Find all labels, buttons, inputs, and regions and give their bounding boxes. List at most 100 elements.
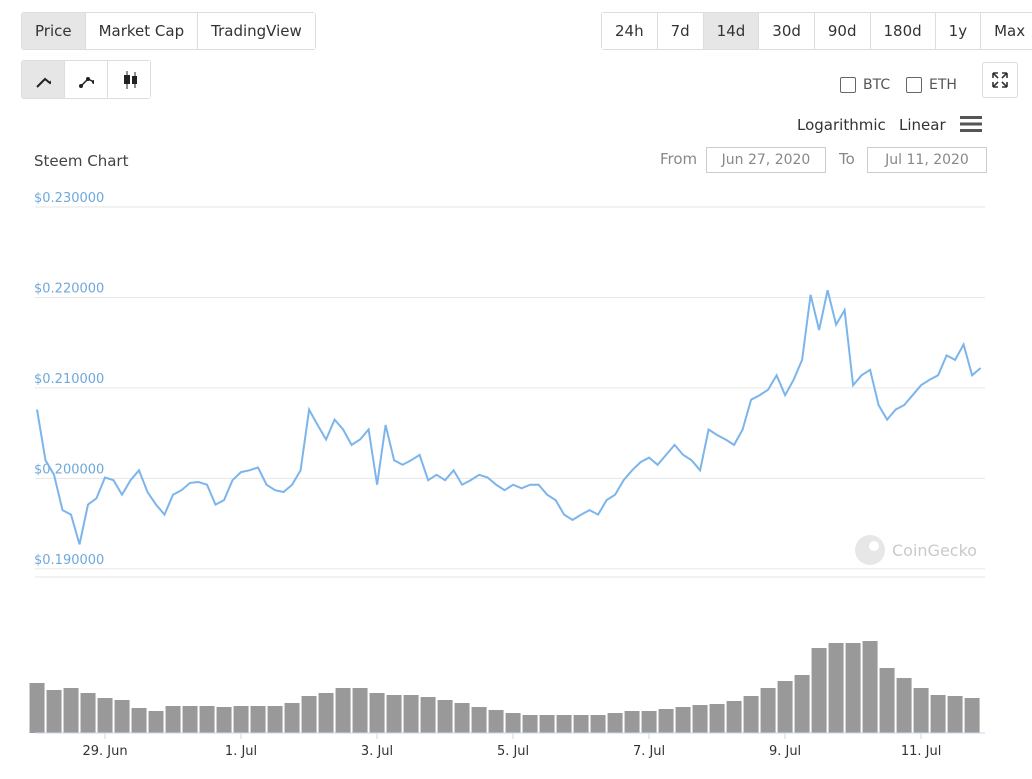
- volume-bar: [182, 706, 198, 733]
- icon: [79, 76, 94, 88]
- volume-bar: [692, 705, 708, 733]
- y-tick-label: $0.190000: [34, 553, 104, 568]
- x-tick-label: 11. Jul: [901, 744, 942, 759]
- volume-bar: [148, 711, 164, 733]
- volume-bar: [301, 696, 317, 733]
- volume-bar: [46, 690, 62, 733]
- volume-bar: [709, 704, 725, 733]
- volume-bar: [369, 693, 385, 733]
- volume-bar: [760, 688, 776, 733]
- from-label: From: [660, 150, 698, 168]
- candle-style-button[interactable]: [107, 61, 150, 98]
- volume-bar: [964, 698, 980, 733]
- volume-bar: [794, 675, 810, 733]
- to-input[interactable]: Jul 11, 2020: [867, 147, 987, 173]
- scale-option[interactable]: Linear: [899, 116, 946, 134]
- volume-bar: [267, 706, 283, 733]
- volume-bar: [590, 715, 606, 733]
- toggle-button[interactable]: 180d: [869, 13, 935, 49]
- menu-icon[interactable]: [959, 115, 983, 133]
- volume-bar: [828, 643, 844, 733]
- x-tick-label: 7. Jul: [633, 744, 665, 759]
- icon: [124, 70, 137, 89]
- toggle-button[interactable]: 1y: [934, 13, 981, 49]
- volume-bar: [624, 711, 640, 733]
- volume-bar: [930, 695, 946, 733]
- volume-bar: [386, 695, 402, 733]
- x-tick-label: 5. Jul: [497, 744, 529, 759]
- volume-bar: [284, 703, 300, 733]
- toggle-button[interactable]: Market Cap: [84, 13, 198, 49]
- volume-bar: [80, 693, 96, 733]
- volume-bar: [454, 703, 470, 733]
- checkbox-label: BTC: [863, 77, 891, 93]
- scale-option[interactable]: Logarithmic: [797, 116, 886, 134]
- checkbox[interactable]: [840, 77, 856, 93]
- toggle-button[interactable]: 24h: [602, 13, 657, 49]
- toggle-button[interactable]: 14d: [702, 13, 759, 49]
- chart-style-group: [21, 60, 151, 99]
- volume-bar: [505, 713, 521, 733]
- tab-group: Price Market Cap TradingView: [21, 12, 316, 50]
- icon: [992, 72, 1008, 88]
- toggle-button[interactable]: Price: [22, 13, 85, 49]
- y-tick-label: $0.220000: [34, 281, 104, 296]
- volume-bar: [471, 707, 487, 733]
- x-tick-label: 3. Jul: [361, 744, 393, 759]
- volume-bar: [352, 688, 368, 733]
- volume-bar: [522, 715, 538, 733]
- volume-bar: [862, 641, 878, 733]
- volume-bar: [913, 688, 929, 733]
- volume-bar: [573, 715, 589, 733]
- volume-bar: [743, 696, 759, 733]
- icon: [36, 77, 51, 88]
- marker-style-button[interactable]: [64, 61, 107, 98]
- fullscreen-button[interactable]: [982, 62, 1018, 98]
- price-line: [36, 289, 982, 545]
- volume-bar: [607, 713, 623, 733]
- volume-bar: [675, 707, 691, 733]
- volume-bar: [539, 715, 555, 733]
- volume-bar: [726, 701, 742, 733]
- x-tick-label: 9. Jul: [769, 744, 801, 759]
- volume-bar: [97, 698, 113, 733]
- volume-bar: [947, 696, 963, 733]
- toggle-button[interactable]: TradingView: [197, 13, 315, 49]
- from-input[interactable]: Jun 27, 2020: [706, 147, 826, 173]
- toggle-button[interactable]: 30d: [758, 13, 814, 49]
- x-tick-label: 1. Jul: [225, 744, 257, 759]
- toggle-button[interactable]: 90d: [813, 13, 870, 49]
- y-tick-label: $0.200000: [34, 462, 104, 477]
- checkbox-label: ETH: [929, 77, 957, 93]
- volume-bar: [641, 711, 657, 733]
- volume-bar: [114, 700, 130, 733]
- volume-bar: [250, 706, 266, 733]
- checkbox[interactable]: [906, 77, 922, 93]
- x-tick-label: 29. Jun: [82, 744, 127, 759]
- volume-bar: [233, 706, 249, 733]
- volume-bar: [556, 715, 572, 733]
- volume-bar: [131, 708, 147, 733]
- volume-bar: [420, 697, 436, 733]
- volume-bar: [318, 693, 334, 733]
- volume-bar: [199, 706, 215, 733]
- volume-bar: [63, 688, 79, 733]
- line-style-button[interactable]: [22, 61, 64, 98]
- chart-title: Steem Chart: [34, 152, 129, 170]
- watermark-text: CoinGecko: [892, 541, 977, 560]
- volume-bar: [403, 695, 419, 733]
- volume-bar: [29, 683, 45, 733]
- y-tick-label: $0.230000: [34, 191, 104, 206]
- toggle-button[interactable]: 7d: [656, 13, 703, 49]
- volume-bar: [879, 668, 895, 733]
- volume-bar: [437, 700, 453, 733]
- range-group: 24h 7d 14d 30d 90d 180d 1y Max: [601, 12, 1032, 50]
- y-tick-label: $0.210000: [34, 372, 104, 387]
- to-label: To: [839, 150, 855, 168]
- volume-bar: [845, 643, 861, 733]
- volume-bar: [658, 709, 674, 733]
- volume-bar: [488, 710, 504, 733]
- volume-bar: [896, 678, 912, 733]
- toggle-button[interactable]: Max: [980, 13, 1032, 49]
